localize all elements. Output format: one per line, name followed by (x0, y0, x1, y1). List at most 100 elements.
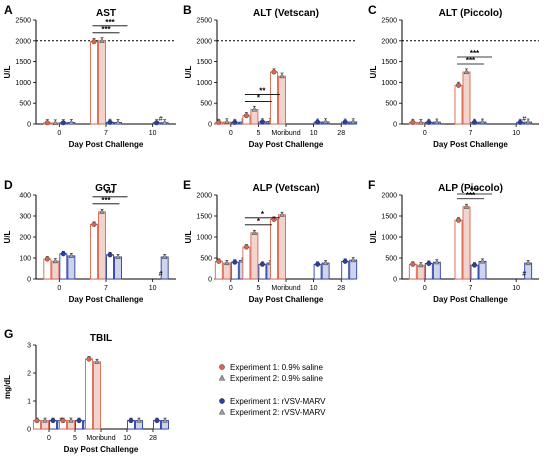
legend: Experiment 1: 0.9% saline Experiment 2: 0… (218, 363, 326, 417)
legend-marker-triangle (218, 408, 226, 415)
y-axis-label: U/L (3, 230, 12, 243)
data-point-circle (426, 119, 432, 125)
bar (242, 246, 251, 280)
data-point-triangle (94, 358, 100, 364)
bar (114, 256, 122, 280)
data-point-circle (315, 119, 321, 125)
data-point-triangle (418, 262, 424, 268)
bar (341, 260, 350, 280)
x-tick-label: 10 (310, 285, 318, 292)
data-point-triangle (99, 208, 105, 214)
data-point-triangle (224, 118, 230, 124)
bar (278, 214, 286, 280)
data-point-circle (154, 418, 160, 424)
data-point-circle (410, 261, 416, 267)
y-tick-label: 1500 (196, 59, 212, 66)
panel-letter: B (183, 3, 192, 17)
panel-title: TBIL (90, 333, 112, 344)
bar (98, 40, 106, 125)
bar (67, 255, 76, 280)
bar (270, 218, 278, 280)
bar (98, 211, 106, 280)
significance-label: *** (105, 18, 115, 27)
y-tick-label: 1000 (196, 80, 212, 87)
x-tick-label: 7 (469, 285, 473, 292)
legend-marker-triangle (218, 374, 226, 381)
panel-a: A AST 0 500 1000 1500 2000 2500 U/L Day Post Chal… (3, 3, 176, 149)
data-point-triangle (52, 119, 59, 125)
data-point-circle (86, 356, 92, 362)
x-tick-label: 10 (512, 285, 520, 292)
significance-label: *** (466, 191, 476, 200)
panel-letter: C (368, 3, 377, 17)
x-tick-label: 5 (256, 130, 260, 137)
data-point-triangle (136, 417, 142, 423)
data-point-circle (472, 262, 478, 268)
data-point-circle (91, 39, 97, 45)
significance-label: * (261, 210, 265, 219)
data-point-circle (60, 251, 66, 257)
data-point-triangle (99, 37, 105, 43)
panel-title: ALT (Vetscan) (253, 8, 319, 19)
data-point-triangle (68, 417, 74, 423)
panel-e: E ALP (Vetscan) 0 500 1000 1500 2000 U/L Day Pos… (183, 178, 358, 304)
hash-mark: # (522, 271, 526, 278)
y-tick-label: 0 (393, 277, 397, 284)
y-tick-label: 2000 (381, 193, 397, 200)
panel-letter: A (4, 3, 13, 17)
data-point-circle (44, 120, 50, 126)
data-point-triangle (322, 118, 329, 124)
panel-g: G TBIL 0 1 2 3 mg/dL Day Post Challenge 0 5 Moribu… (3, 327, 169, 454)
x-axis-label: Day Post Challenge (249, 140, 324, 149)
x-tick-label: 7 (104, 285, 108, 292)
x-tick-label: Moribund (86, 435, 115, 442)
y-axis-label: U/L (184, 65, 193, 78)
data-point-circle (259, 119, 265, 125)
x-tick-label: 5 (256, 285, 260, 292)
data-point-triangle (279, 211, 285, 217)
data-point-circle (128, 418, 134, 424)
significance-label: * (257, 93, 261, 102)
data-point-circle (50, 418, 56, 424)
y-tick-label: 1500 (196, 214, 212, 221)
x-tick-label: 10 (310, 130, 318, 137)
bar (270, 71, 278, 125)
legend-marker-circle (219, 364, 225, 370)
data-point-triangle (161, 253, 168, 259)
x-tick-label: Moribund (271, 285, 300, 292)
significance-label: *** (101, 25, 111, 34)
y-tick-label: 1000 (381, 80, 397, 87)
data-point-circle (91, 221, 97, 227)
x-tick-label: 0 (423, 130, 427, 137)
hash-mark: # (159, 116, 163, 123)
legend-marker-circle (219, 398, 225, 404)
bar (462, 206, 471, 280)
data-point-circle (243, 244, 249, 250)
data-point-triangle (322, 260, 329, 266)
bar (478, 260, 487, 280)
data-point-circle (232, 259, 238, 265)
legend-label: Experiment 1: 0.9% saline (230, 363, 323, 372)
data-point-triangle (162, 417, 168, 423)
data-point-triangle (279, 73, 285, 79)
y-tick-label: 500 (200, 256, 212, 263)
significance-label: * (257, 217, 261, 226)
x-tick-label: 10 (123, 435, 131, 442)
y-tick-label: 500 (385, 256, 397, 263)
bar (278, 75, 286, 125)
y-tick-label: 1000 (196, 235, 212, 242)
y-tick-label: 0 (208, 277, 212, 284)
data-point-circle (271, 216, 277, 222)
bar (250, 232, 259, 280)
y-tick-label: 1500 (381, 59, 397, 66)
panel-b: B ALT (Vetscan) 0 500 1000 1500 2000 2500 U/L Day… (183, 3, 358, 149)
data-point-circle (517, 119, 523, 125)
data-point-circle (243, 113, 249, 119)
panel-c: C ALT (Piccolo) 0 500 1000 1500 2000 2500 U/L Day… (368, 3, 539, 149)
bar (462, 71, 471, 125)
data-point-circle (456, 82, 462, 88)
panel-title: ALP (Piccolo) (438, 183, 503, 194)
panel-d: D GGT 0 100 200 300 400 U/L Day Post Challenge 0 7… (3, 178, 176, 304)
y-axis-label: U/L (369, 230, 378, 243)
panel-letter: E (183, 178, 191, 192)
